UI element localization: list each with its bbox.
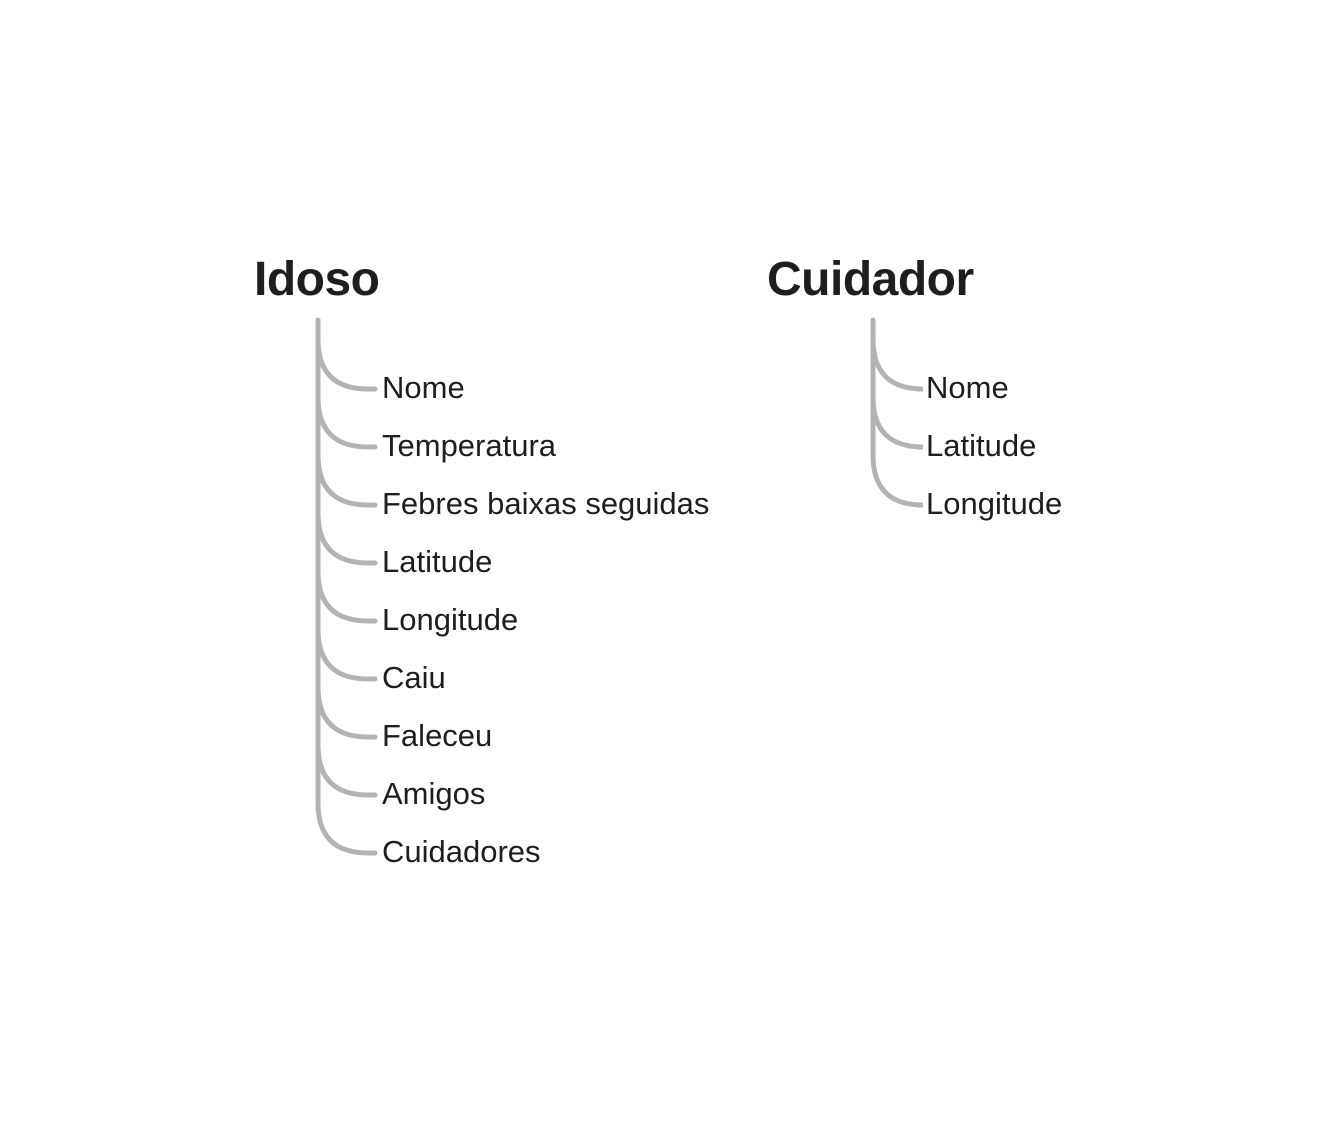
tree-title-cuidador: Cuidador [767, 253, 974, 306]
tree-item: Faleceu [382, 718, 493, 753]
tree-trunk [315, 317, 378, 856]
tree-branch [315, 336, 378, 392]
tree-title-idoso: Idoso [254, 253, 380, 306]
tree-item: Temperatura [382, 428, 557, 463]
tree-item: Caiu [382, 660, 446, 695]
tree-branch [315, 742, 378, 798]
tree-item: Longitude [926, 486, 1063, 521]
tree-branch [315, 568, 378, 624]
tree-item: Nome [382, 370, 465, 405]
tree-branch [315, 510, 378, 566]
tree-branch [315, 626, 378, 682]
tree-branch [315, 452, 378, 508]
tree-item: Longitude [382, 602, 519, 637]
tree-branch [315, 394, 378, 450]
tree-item: Cuidadores [382, 834, 541, 869]
tree-branch [870, 394, 924, 450]
tree-item: Febres baixas seguidas [382, 486, 710, 521]
tree-branch [870, 336, 924, 392]
tree-trunk [870, 317, 924, 508]
tree-item: Nome [926, 370, 1009, 405]
tree-item: Latitude [926, 428, 1037, 463]
tree-item: Latitude [382, 544, 493, 579]
tree-item: Amigos [382, 776, 486, 811]
tree-branch [315, 684, 378, 740]
